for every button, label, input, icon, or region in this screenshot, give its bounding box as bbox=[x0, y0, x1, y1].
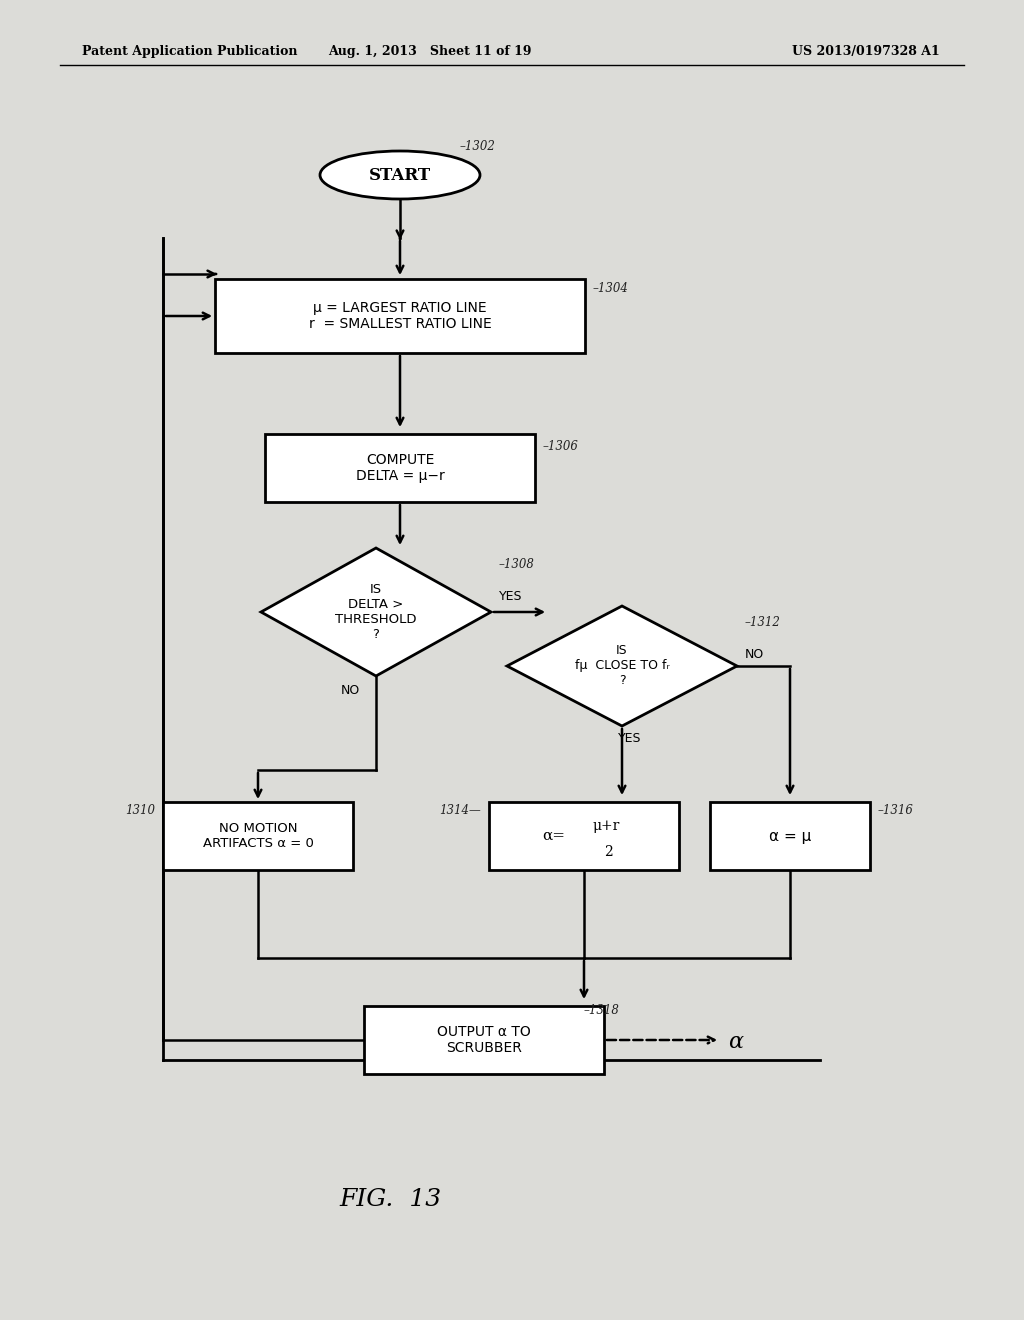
Ellipse shape bbox=[319, 150, 480, 199]
Bar bbox=[710, 803, 870, 870]
Text: IS
DELTA >
THRESHOLD
?: IS DELTA > THRESHOLD ? bbox=[335, 583, 417, 642]
Polygon shape bbox=[507, 606, 737, 726]
Text: 1310: 1310 bbox=[125, 804, 155, 817]
Text: NO: NO bbox=[340, 684, 359, 697]
Bar bbox=[215, 279, 585, 352]
Text: –1308: –1308 bbox=[499, 557, 535, 570]
Bar bbox=[265, 434, 535, 502]
Text: YES: YES bbox=[618, 733, 642, 744]
Text: NO MOTION
ARTIFACTS α = 0: NO MOTION ARTIFACTS α = 0 bbox=[203, 822, 313, 850]
Text: 2: 2 bbox=[603, 845, 612, 859]
Text: –1318: –1318 bbox=[584, 1003, 620, 1016]
Text: Aug. 1, 2013   Sheet 11 of 19: Aug. 1, 2013 Sheet 11 of 19 bbox=[329, 45, 531, 58]
Text: NO: NO bbox=[745, 648, 764, 661]
Text: α: α bbox=[728, 1031, 743, 1053]
Text: FIG.  13: FIG. 13 bbox=[339, 1188, 441, 1212]
Text: –1316: –1316 bbox=[878, 804, 913, 817]
Text: –1306: –1306 bbox=[543, 440, 579, 453]
Text: YES: YES bbox=[499, 590, 522, 603]
Text: Patent Application Publication: Patent Application Publication bbox=[82, 45, 298, 58]
Text: μ+r: μ+r bbox=[592, 818, 620, 833]
Text: US 2013/0197328 A1: US 2013/0197328 A1 bbox=[793, 45, 940, 58]
Bar bbox=[364, 1006, 604, 1074]
Bar bbox=[163, 803, 353, 870]
Text: OUTPUT α TO
SCRUBBER: OUTPUT α TO SCRUBBER bbox=[437, 1024, 530, 1055]
Text: 1314—: 1314— bbox=[439, 804, 481, 817]
Text: α=: α= bbox=[543, 829, 565, 843]
Text: –1302: –1302 bbox=[460, 140, 496, 153]
Text: START: START bbox=[369, 166, 431, 183]
Text: μ = LARGEST RATIO LINE
r  = SMALLEST RATIO LINE: μ = LARGEST RATIO LINE r = SMALLEST RATI… bbox=[308, 301, 492, 331]
Text: –1312: –1312 bbox=[745, 615, 781, 628]
Polygon shape bbox=[261, 548, 490, 676]
Text: α = μ: α = μ bbox=[769, 829, 811, 843]
Bar bbox=[489, 803, 679, 870]
Text: –1304: –1304 bbox=[593, 281, 629, 294]
Text: IS
fμ  CLOSE TO fᵣ
?: IS fμ CLOSE TO fᵣ ? bbox=[574, 644, 670, 688]
Text: COMPUTE
DELTA = μ−r: COMPUTE DELTA = μ−r bbox=[355, 453, 444, 483]
